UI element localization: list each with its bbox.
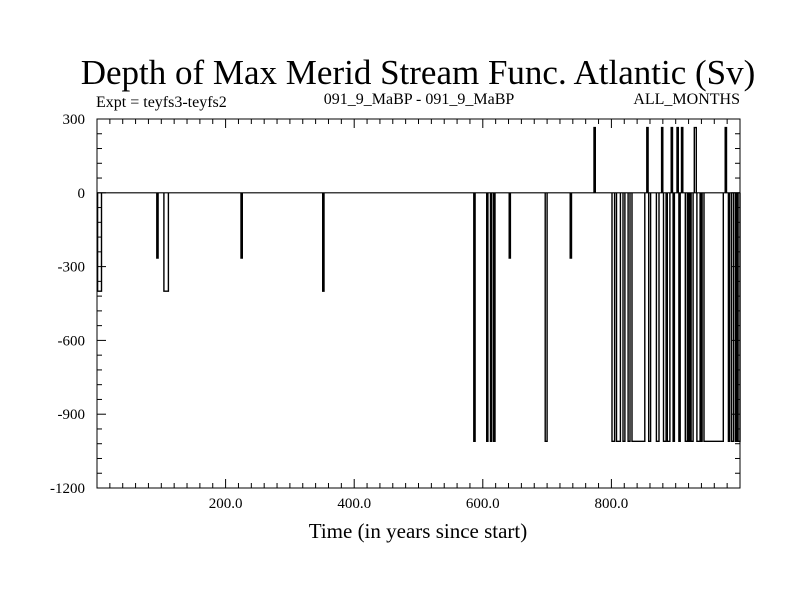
series-spike bbox=[322, 192, 325, 292]
series-spike bbox=[622, 192, 626, 442]
x-tick-label: 800.0 bbox=[595, 496, 629, 512]
series-spike bbox=[593, 126, 596, 193]
series-spike bbox=[730, 192, 735, 442]
series-spike bbox=[687, 192, 691, 442]
series-spike bbox=[676, 126, 679, 193]
series-spike bbox=[724, 126, 728, 193]
x-tick-label: 200.0 bbox=[209, 496, 243, 512]
series-spike bbox=[734, 192, 738, 442]
subtitle-period: 091_9_MaBP - 091_9_MaBP bbox=[324, 91, 515, 108]
series-spike bbox=[727, 192, 731, 442]
series-spike bbox=[672, 192, 676, 442]
series-spike bbox=[646, 126, 649, 193]
subtitle-months: ALL_MONTHS bbox=[633, 91, 740, 108]
series-spike bbox=[163, 192, 170, 292]
series-spike bbox=[684, 192, 688, 442]
y-tick-label: 300 bbox=[63, 112, 86, 128]
series-spike bbox=[678, 192, 681, 442]
y-tick-label: 0 bbox=[78, 186, 86, 202]
series-spike bbox=[703, 192, 724, 442]
series-spike bbox=[648, 192, 652, 442]
series-spike bbox=[737, 192, 741, 442]
y-tick-label: -600 bbox=[58, 333, 86, 349]
series-spike bbox=[670, 126, 674, 193]
series-spike bbox=[489, 192, 493, 442]
series-spike bbox=[156, 192, 159, 259]
series-spike bbox=[680, 126, 684, 193]
series-spike bbox=[473, 192, 476, 442]
series-spike bbox=[660, 126, 664, 193]
x-tick-label: 400.0 bbox=[337, 496, 371, 512]
series-spike bbox=[666, 192, 671, 442]
series-spike bbox=[493, 192, 496, 442]
plot-frame bbox=[96, 118, 741, 489]
series-spike bbox=[544, 192, 548, 442]
series-spike bbox=[696, 192, 701, 442]
series-spike bbox=[690, 192, 694, 442]
series-spike bbox=[615, 192, 622, 442]
x-axis-label: Time (in years since start) bbox=[309, 519, 528, 543]
series-spike bbox=[631, 192, 646, 442]
series-spike bbox=[700, 192, 703, 442]
x-tick-label: 600.0 bbox=[466, 496, 500, 512]
subtitle-experiment: Expt = teyfs3-teyfs2 bbox=[96, 94, 227, 111]
axis-tick-labels: 200.0 400.0 600.0 800.0 300 0 -300 -600 -900 -120… bbox=[50, 112, 628, 512]
series-spike bbox=[486, 192, 489, 442]
series-spike bbox=[662, 192, 667, 442]
series-spike bbox=[96, 192, 103, 292]
series-spike bbox=[569, 192, 573, 259]
series-spike bbox=[693, 126, 697, 193]
series-spike bbox=[240, 192, 243, 259]
axis-ticks bbox=[97, 118, 740, 489]
data-series bbox=[96, 126, 741, 442]
series-spike bbox=[508, 192, 512, 259]
chart-title: Depth of Max Merid Stream Func. Atlantic… bbox=[81, 53, 756, 92]
y-tick-label: -900 bbox=[58, 407, 86, 423]
y-tick-label: -300 bbox=[58, 260, 86, 276]
series-spike bbox=[627, 192, 631, 442]
y-tick-label: -1200 bbox=[50, 481, 85, 497]
series-spike bbox=[655, 192, 660, 442]
series-spike bbox=[611, 192, 616, 442]
